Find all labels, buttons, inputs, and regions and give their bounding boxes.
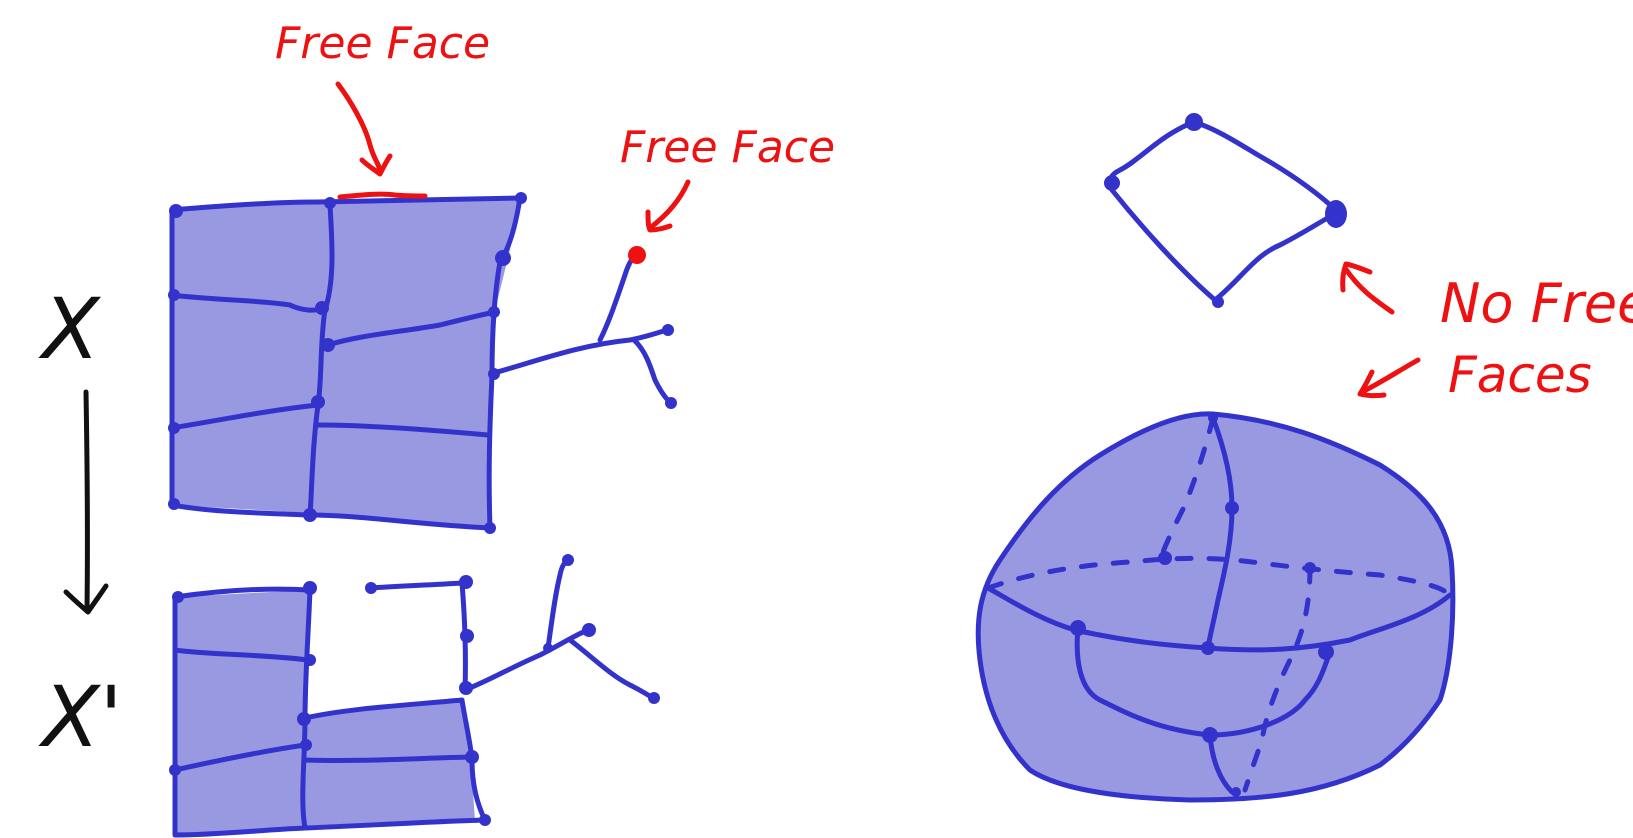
vertex <box>300 739 312 751</box>
complex-x-row-edge-3 <box>169 402 321 431</box>
no-free-faces-arrow-up-head <box>1340 261 1373 293</box>
vertex <box>168 289 180 301</box>
vertex <box>495 250 511 266</box>
vertex <box>1201 641 1215 655</box>
sphere-outline <box>975 411 1456 803</box>
complex-x-vertices <box>168 192 677 534</box>
sphere-meridian-front <box>1205 415 1235 651</box>
complex-x-prime-tree-down <box>567 637 656 701</box>
vertex <box>324 197 336 209</box>
vertex <box>1208 413 1218 423</box>
complex-x-tree-branch-down <box>631 337 673 405</box>
vertex <box>459 681 473 695</box>
annotations <box>335 81 1421 399</box>
vertex <box>1070 620 1086 636</box>
complex-x-prime-tree-up <box>545 557 571 651</box>
vertex <box>172 591 184 603</box>
arrow-shaft <box>83 389 90 613</box>
vertex <box>311 395 325 409</box>
complex-x-prime-row-3 <box>302 754 475 764</box>
vertex <box>515 192 527 204</box>
sphere-equator-back <box>985 555 1453 598</box>
vertex <box>297 712 311 726</box>
vertex <box>479 814 491 826</box>
label-free-face-right: Free Face <box>620 122 835 173</box>
vertex <box>648 692 660 704</box>
vertex <box>168 498 180 510</box>
vertex <box>459 575 473 589</box>
complex-x-row-edge-1 <box>169 292 325 313</box>
cycle-graph <box>1104 113 1347 308</box>
free-face-top-arrow <box>335 81 383 175</box>
label-no-free-faces-line1: No Free <box>1440 272 1633 335</box>
free-face-top-arrow-head <box>359 153 393 177</box>
vertex <box>169 204 183 218</box>
label-space-x-prime: X' <box>38 668 123 766</box>
vertex <box>1104 175 1120 191</box>
sphere-lower-arc-back <box>1242 565 1313 793</box>
complex-x-tree-branch-up <box>597 252 639 343</box>
no-free-faces-arrow-down <box>1359 357 1421 395</box>
complex-x <box>168 191 677 534</box>
vertex <box>304 654 316 666</box>
vertex <box>1231 787 1241 797</box>
complex-x-middle-vertical <box>307 202 335 518</box>
vertex <box>465 750 479 764</box>
free-face-right-arrow-head <box>645 209 673 233</box>
complex-x-prime-lower-right <box>305 700 475 828</box>
vertex <box>303 508 317 522</box>
vertex <box>488 368 500 380</box>
no-free-faces-arrow-down-head <box>1357 369 1387 399</box>
vertex <box>169 764 181 776</box>
complex-x-prime-left-column <box>175 590 310 835</box>
cycle-graph-edges <box>1107 119 1341 303</box>
complex-x-prime <box>169 554 660 838</box>
free-face-edge <box>337 191 428 200</box>
vertex <box>1304 562 1316 574</box>
vertex <box>1212 296 1224 308</box>
no-free-faces-arrow-up <box>1342 265 1395 315</box>
vertex <box>662 324 674 336</box>
label-no-free-faces-line2: Faces <box>1448 346 1592 404</box>
label-space-x: X <box>38 280 102 378</box>
vertex <box>365 582 377 594</box>
complex-x-prime-vertices <box>169 554 660 826</box>
complex-x-prime-tree <box>462 627 591 693</box>
label-free-face-top: Free Face <box>275 18 490 69</box>
complex-x-prime-hanging-edge <box>367 580 468 693</box>
sphere <box>975 411 1456 803</box>
vertex <box>562 554 574 566</box>
vertex <box>460 629 474 643</box>
vertex <box>303 581 317 595</box>
collapse-arrow <box>63 389 109 615</box>
vertex <box>1318 644 1334 660</box>
complex-x-row-edge-4 <box>315 422 491 438</box>
complex-x-row-edge-2 <box>325 309 498 348</box>
free-face-right-arrow <box>647 179 691 231</box>
complex-x-prime-row-2 <box>172 742 308 773</box>
vertex <box>1158 551 1172 565</box>
vertex <box>321 338 335 352</box>
vertex <box>1225 501 1239 515</box>
complex-x-prime-row-1 <box>172 647 311 663</box>
vertex <box>1202 727 1218 743</box>
vertex <box>168 422 180 434</box>
arrow-head <box>63 583 109 615</box>
vertex <box>484 522 496 534</box>
vertex <box>1185 113 1203 131</box>
complex-x-tree <box>491 327 671 376</box>
vertex <box>665 397 677 409</box>
complex-x-squares <box>172 198 520 528</box>
vertex <box>488 306 500 318</box>
vertex <box>582 623 596 637</box>
sphere-meridian-back <box>1157 415 1216 563</box>
vertex <box>315 301 329 315</box>
vertex <box>1325 200 1347 228</box>
free-face-vertex <box>628 246 646 264</box>
vertex <box>543 643 553 653</box>
